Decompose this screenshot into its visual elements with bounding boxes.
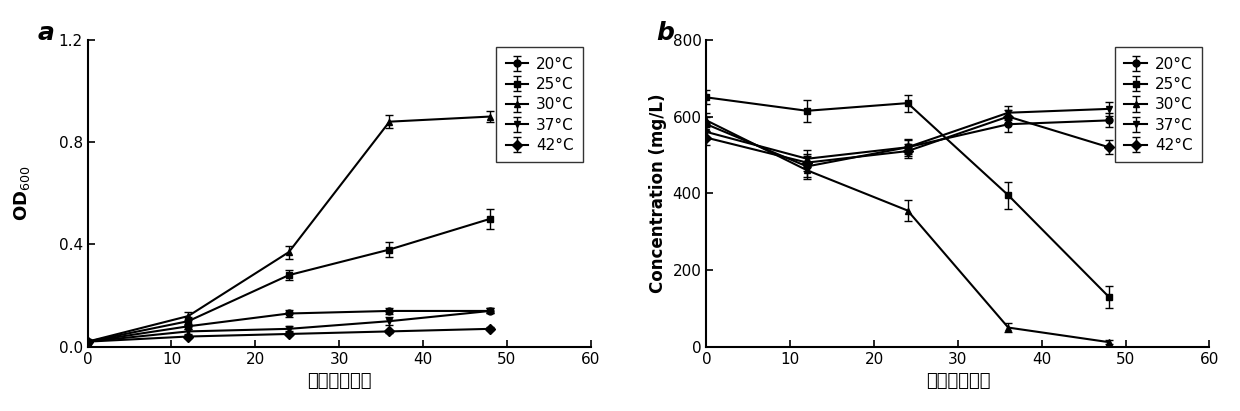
Legend: 20°C, 25°C, 30°C, 37°C, 42°C: 20°C, 25°C, 30°C, 37°C, 42°C (1115, 47, 1202, 162)
Text: a: a (37, 21, 55, 45)
X-axis label: 时间（小时）: 时间（小时） (926, 372, 991, 390)
Text: b: b (656, 21, 675, 45)
Text: OD$_{600}$: OD$_{600}$ (12, 166, 32, 221)
Legend: 20°C, 25°C, 30°C, 37°C, 42°C: 20°C, 25°C, 30°C, 37°C, 42°C (496, 47, 583, 162)
Y-axis label: Concentration (mg/L): Concentration (mg/L) (649, 94, 667, 293)
X-axis label: 时间（小时）: 时间（小时） (308, 372, 372, 390)
